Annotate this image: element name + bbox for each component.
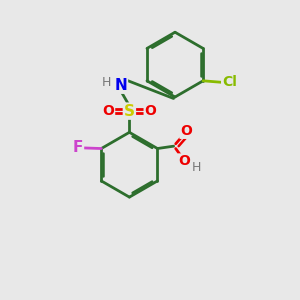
- Text: O: O: [178, 154, 190, 169]
- Text: F: F: [73, 140, 83, 155]
- Text: Cl: Cl: [222, 75, 237, 89]
- Text: O: O: [102, 104, 114, 118]
- Text: H: H: [192, 161, 201, 175]
- Text: N: N: [114, 78, 127, 93]
- Text: O: O: [145, 104, 157, 118]
- Text: H: H: [102, 76, 111, 89]
- Text: S: S: [124, 103, 135, 118]
- Text: O: O: [180, 124, 192, 138]
